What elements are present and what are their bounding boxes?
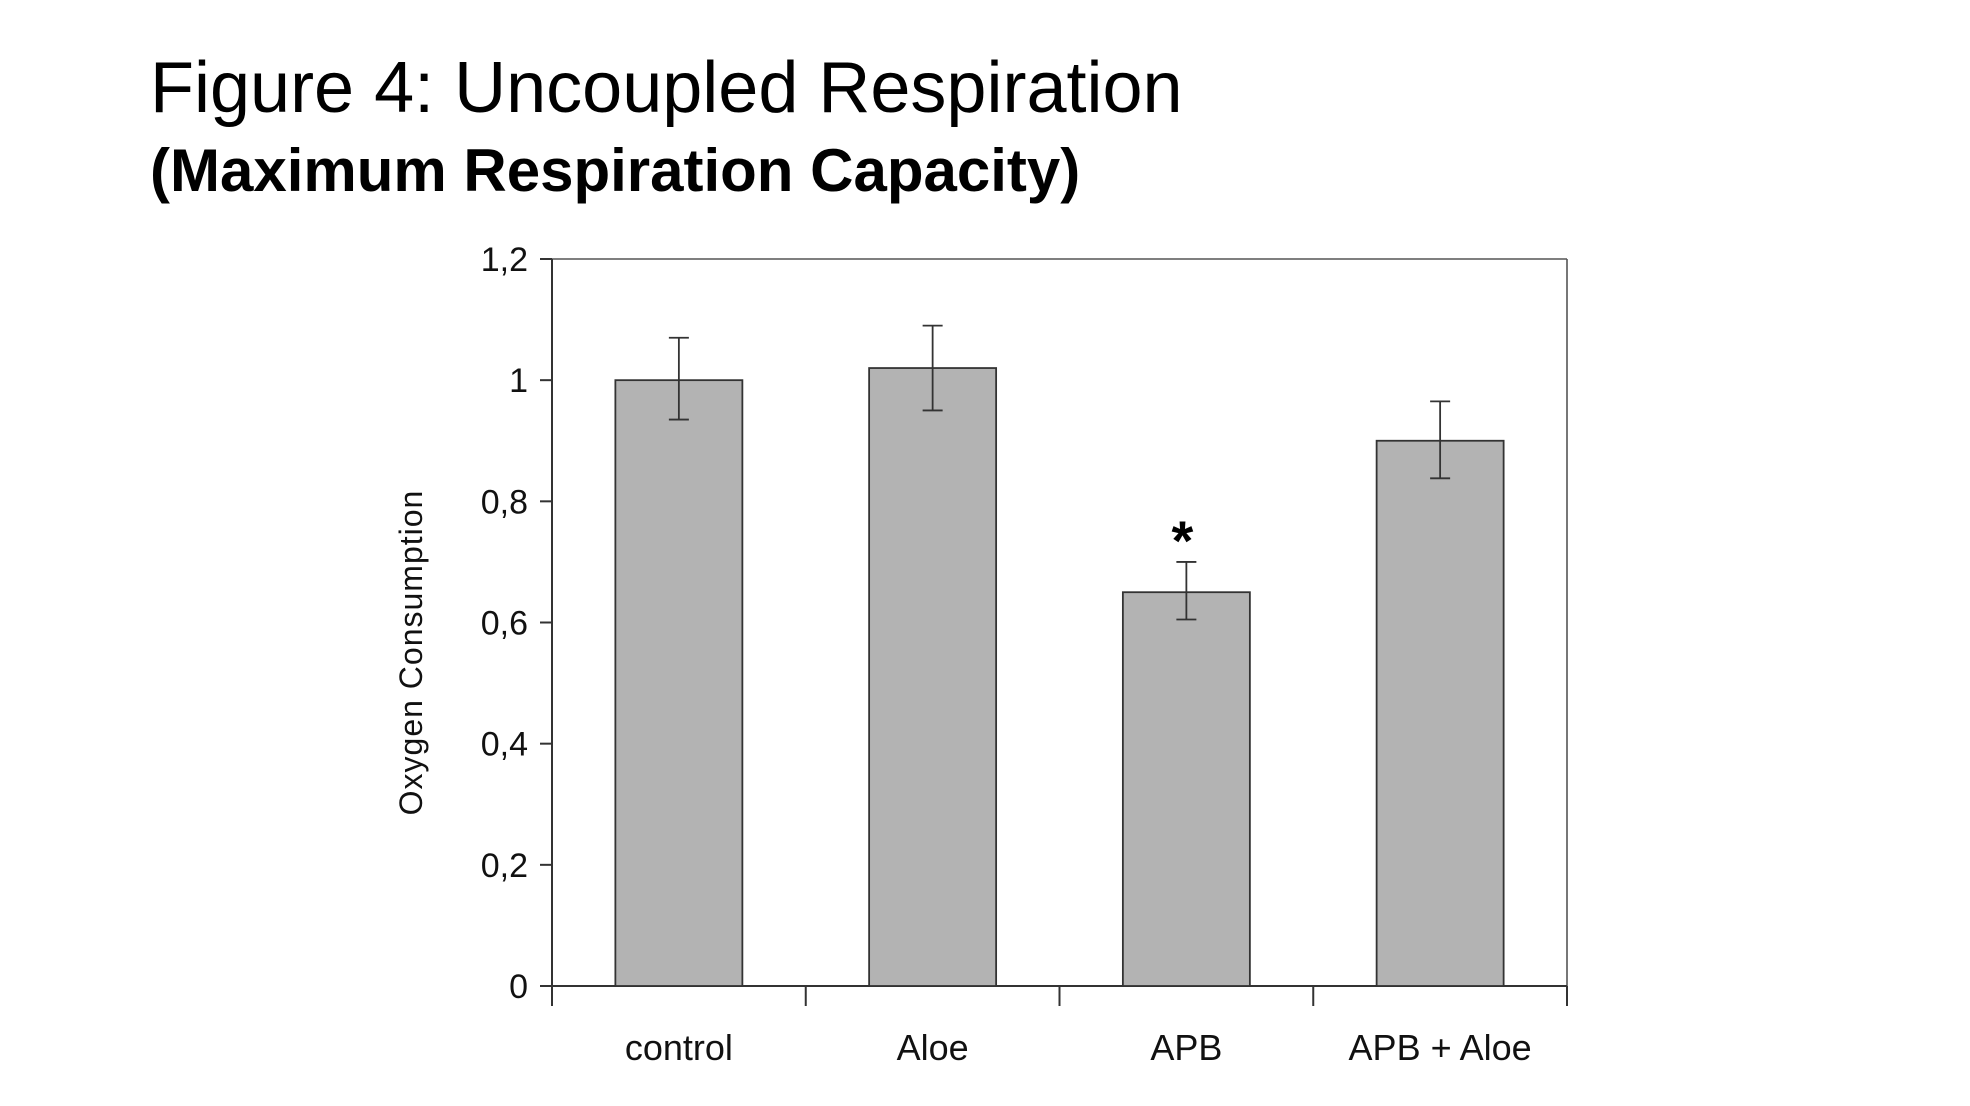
x-tick-label: Aloe	[897, 1027, 969, 1068]
bar-apb	[1121, 591, 1251, 987]
page-title: Figure 4: Uncoupled Respiration	[150, 48, 1183, 128]
bar-aloe	[868, 367, 998, 987]
y-tick-label: 0,2	[481, 847, 528, 885]
bar-apb-aloe	[1375, 439, 1505, 987]
bar-control	[614, 379, 744, 987]
error-bars	[668, 324, 1451, 621]
y-tick-label: 0,6	[481, 605, 528, 643]
x-tick-label: control	[625, 1027, 733, 1068]
y-tick-label: 1,2	[481, 241, 528, 279]
significance-marker: *	[1171, 509, 1193, 572]
x-tick-label: APB	[1150, 1027, 1222, 1068]
y-axis-ticks: 0 0,2 0,4 0,6 0,8 1 1,2	[481, 241, 552, 1006]
y-axis-title: Oxygen Consumption	[393, 490, 429, 816]
y-tick-label: 0,4	[481, 726, 528, 764]
x-tick-label: APB + Aloe	[1349, 1027, 1532, 1068]
y-tick-label: 0,8	[481, 483, 528, 521]
x-axis-ticks: control Aloe APB APB + Aloe	[551, 986, 1568, 1068]
bars	[614, 367, 1505, 987]
annotations: *	[1171, 509, 1193, 572]
y-tick-label: 0	[509, 968, 528, 1006]
y-tick-label: 1	[509, 362, 528, 400]
page-subtitle: (Maximum Respiration Capacity)	[150, 137, 1081, 204]
